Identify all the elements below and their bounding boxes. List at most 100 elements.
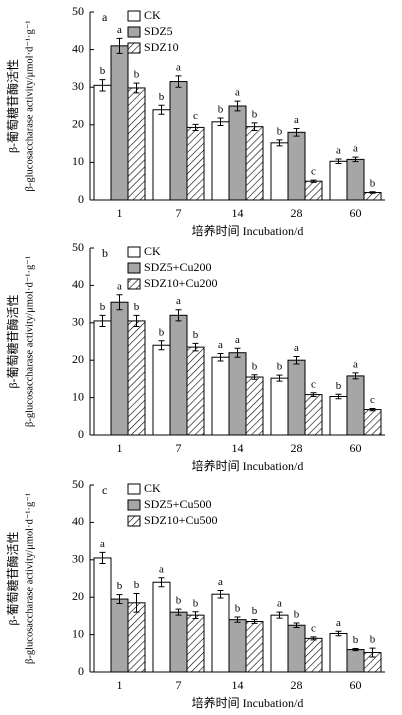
error-bar — [234, 100, 241, 112]
y-tick-label: 30 — [72, 552, 84, 566]
significance-label: a — [294, 114, 299, 126]
y-tick-label: 20 — [72, 589, 84, 603]
significance-label: b — [277, 125, 283, 137]
x-tick-label: 7 — [176, 206, 182, 220]
significance-label: c — [370, 394, 375, 406]
legend-swatch — [127, 499, 141, 511]
y-tick-label: 40 — [72, 41, 84, 55]
bar — [152, 109, 171, 201]
y-tick-label: 0 — [78, 192, 84, 206]
error-bar — [335, 393, 342, 400]
legend-swatch — [127, 246, 141, 258]
significance-label: a — [235, 334, 240, 346]
significance-label: a — [176, 61, 181, 73]
error-bar — [293, 128, 300, 137]
legend-swatch — [127, 262, 141, 274]
bar — [169, 81, 188, 201]
bar — [93, 320, 112, 436]
error-bar — [234, 616, 241, 623]
legend-label: SDZ10+Cu500 — [144, 513, 217, 527]
x-tick-label: 60 — [350, 206, 362, 220]
bar — [304, 394, 323, 436]
error-bar — [251, 374, 258, 380]
significance-label: b — [235, 603, 241, 615]
error-bar — [175, 608, 182, 616]
legend-label: SDZ5+Cu200 — [144, 260, 211, 274]
panel-label: a — [102, 10, 108, 24]
error-bar — [251, 619, 258, 624]
significance-label: b — [100, 65, 106, 77]
error-bar — [192, 611, 199, 620]
bar — [127, 320, 146, 436]
significance-label: a — [235, 87, 240, 99]
error-bar — [276, 139, 283, 147]
y-tick-label: 30 — [72, 79, 84, 93]
y-tick-label: 0 — [78, 427, 84, 441]
legend-swatch — [127, 483, 141, 495]
error-bar — [293, 622, 300, 628]
significance-label: a — [294, 342, 299, 354]
x-tick-label: 7 — [176, 678, 182, 692]
significance-label: a — [117, 280, 122, 292]
y-axis-title: β-glucosaccharase activity/μmol·d⁻¹·g⁻¹ — [24, 21, 35, 192]
legend-label: CK — [144, 244, 161, 258]
significance-label: b — [218, 104, 224, 116]
bar — [270, 142, 289, 201]
significance-label: b — [370, 177, 376, 189]
bar — [363, 409, 382, 436]
significance-label: b — [134, 301, 140, 313]
bar — [169, 314, 188, 436]
bar — [186, 614, 205, 673]
error-bar — [175, 75, 182, 88]
y-tick-label: 50 — [72, 240, 84, 254]
significance-label: a — [218, 576, 223, 588]
y-axis-title: β-葡萄糖苷酶活性 — [5, 59, 20, 153]
significance-label: a — [218, 339, 223, 351]
x-tick-label: 1 — [117, 206, 123, 220]
error-bar — [352, 156, 359, 163]
bar — [287, 624, 306, 673]
error-bar — [217, 117, 224, 127]
x-tick-label: 1 — [117, 678, 123, 692]
bar — [127, 602, 146, 673]
bar — [245, 126, 264, 201]
bar — [186, 346, 205, 436]
error-bar — [352, 372, 359, 380]
bar — [287, 131, 306, 201]
significance-label: b — [252, 360, 258, 372]
significance-label: a — [353, 358, 358, 370]
y-axis-title: β-葡萄糖苷酶活性 — [5, 531, 20, 625]
error-bar — [116, 294, 123, 311]
error-bar — [276, 374, 283, 382]
bar — [228, 105, 247, 201]
bar — [211, 121, 230, 201]
error-bar — [99, 551, 106, 565]
bar — [110, 45, 129, 201]
y-tick-label: 40 — [72, 277, 84, 291]
bar — [304, 637, 323, 673]
significance-label: b — [117, 580, 123, 592]
error-bar — [99, 79, 106, 92]
significance-label: c — [311, 166, 316, 178]
error-bar — [369, 647, 376, 658]
bar — [228, 352, 247, 436]
bar — [346, 649, 365, 673]
error-bar — [133, 592, 140, 613]
legend-swatch — [127, 42, 141, 54]
bar — [211, 593, 230, 673]
significance-label: b — [193, 329, 199, 341]
x-tick-label: 60 — [350, 678, 362, 692]
significance-label: b — [100, 301, 106, 313]
bar — [152, 581, 171, 673]
error-bar — [276, 611, 283, 619]
significance-label: b — [370, 634, 376, 646]
bar — [346, 158, 365, 201]
bar — [270, 614, 289, 673]
error-bar — [310, 179, 317, 183]
x-tick-label: 28 — [291, 206, 303, 220]
significance-label: b — [252, 108, 258, 120]
significance-label: a — [100, 538, 105, 550]
error-bar — [116, 594, 123, 605]
significance-label: a — [336, 617, 341, 629]
